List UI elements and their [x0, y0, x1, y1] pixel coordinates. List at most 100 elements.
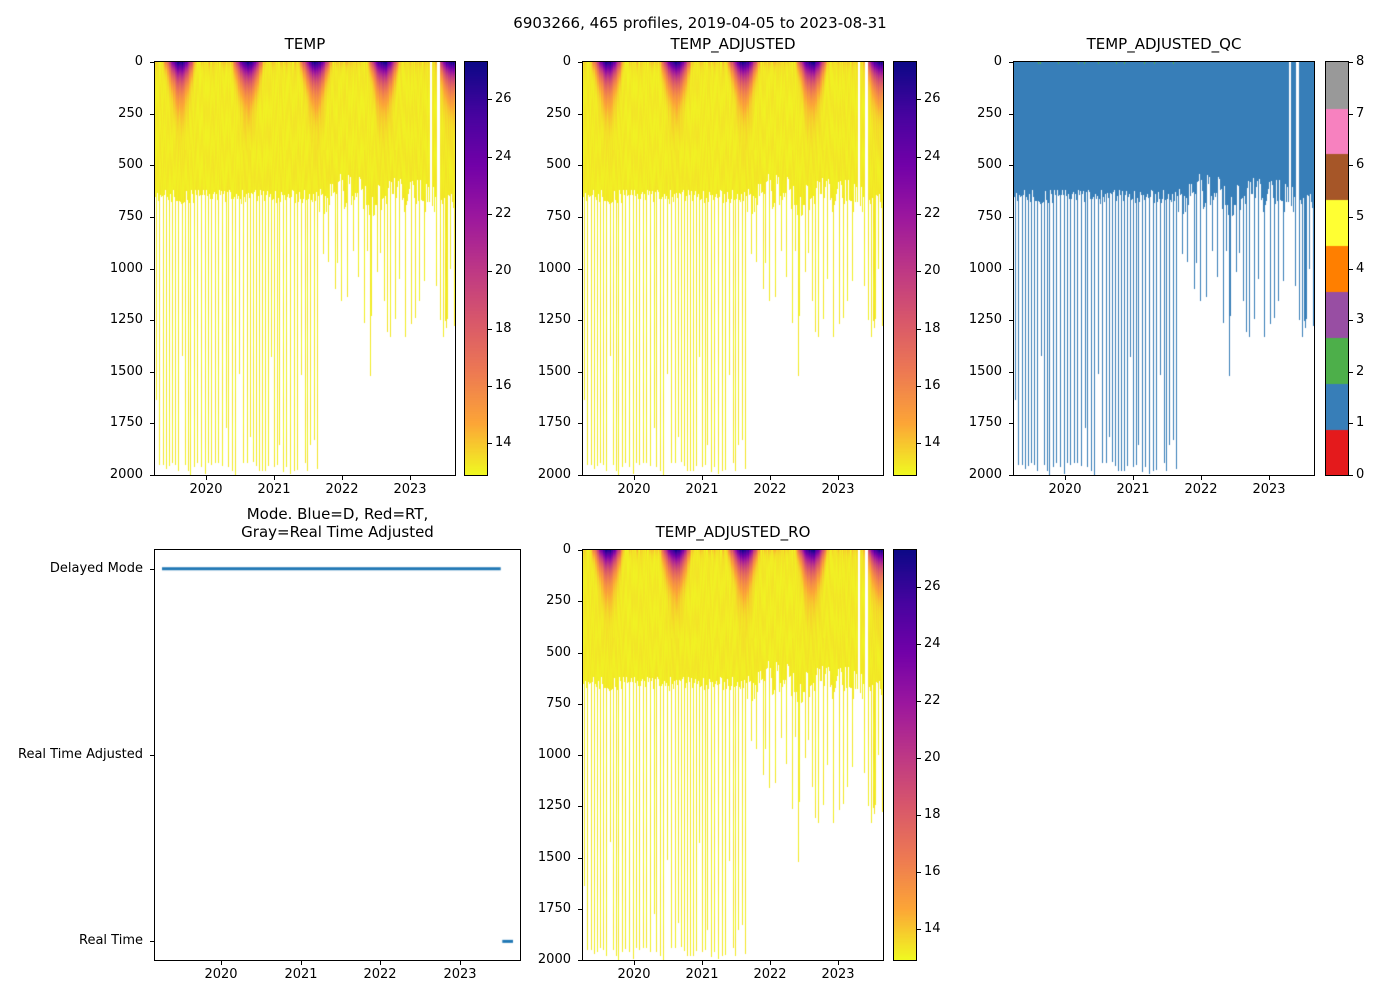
y-tick-label: 500: [546, 157, 571, 172]
tick-mark: [488, 214, 492, 215]
y-tick-label: 2000: [968, 467, 1002, 482]
tick-mark: [578, 653, 582, 654]
y-tick-label: 750: [546, 696, 571, 711]
x-tick-label: 2020: [204, 967, 238, 982]
y-tick-label: 0: [562, 542, 571, 557]
colorbar-tick-label: 24: [924, 636, 941, 651]
tick-mark: [578, 475, 582, 476]
x-tick-label: 2022: [753, 967, 787, 982]
tick-mark: [342, 476, 343, 480]
tick-mark: [578, 704, 582, 705]
y-tick-label: 1750: [109, 415, 143, 430]
tick-mark: [1349, 165, 1353, 166]
x-tick-label: 2023: [1252, 482, 1286, 497]
tick-mark: [578, 423, 582, 424]
tick-mark: [917, 644, 921, 645]
subplot-temp-adjusted-ro-title: TEMP_ADJUSTED_RO: [655, 523, 811, 541]
tick-mark: [1349, 114, 1353, 115]
colorbar-tick-label: 16: [924, 378, 941, 393]
x-tick-label: 2021: [257, 482, 291, 497]
tick-mark: [917, 386, 921, 387]
x-tick-label: 2022: [325, 482, 359, 497]
colorbar-tick-label: 8: [1356, 54, 1365, 69]
qc-colorbar: [1325, 61, 1349, 476]
colorbar-tick-label: 18: [924, 807, 941, 822]
y-tick-label: 1250: [537, 312, 571, 327]
colorbar-tick-label: 1: [1356, 415, 1365, 430]
y-tick-label: 250: [118, 106, 143, 121]
colorbar-tick-label: 14: [924, 921, 941, 936]
tick-mark: [917, 271, 921, 272]
y-tick-label: 1500: [537, 364, 571, 379]
subplot-temp-adjusted-title: TEMP_ADJUSTED: [670, 35, 796, 53]
temp-adjusted-ro-colorbar: [893, 549, 917, 961]
tick-mark: [301, 961, 302, 965]
tick-mark: [917, 872, 921, 873]
y-tick-label: 1250: [968, 312, 1002, 327]
tick-mark: [634, 476, 635, 480]
temp-adjusted-colorbar: [893, 61, 917, 476]
tick-mark: [917, 443, 921, 444]
tick-mark: [1009, 320, 1013, 321]
tick-mark: [206, 476, 207, 480]
temp-heatmap-canvas: [155, 62, 455, 475]
tick-mark: [150, 475, 154, 476]
subplot-mode-title: Mode. Blue=D, Red=RT, Gray=Real Time Adj…: [154, 505, 521, 541]
tick-mark: [917, 701, 921, 702]
mode-title-line2: Gray=Real Time Adjusted: [241, 523, 434, 541]
y-tick-label: 1250: [537, 798, 571, 813]
y-tick-label: 1750: [537, 901, 571, 916]
tick-mark: [1349, 423, 1353, 424]
tick-mark: [150, 217, 154, 218]
temp-adjusted-qc-heatmap-canvas: [1014, 62, 1314, 475]
tick-mark: [150, 114, 154, 115]
y-tick-label: 500: [546, 645, 571, 660]
y-tick-label: 250: [977, 106, 1002, 121]
y-tick-label: 1250: [109, 312, 143, 327]
tick-mark: [917, 758, 921, 759]
y-tick-label: 1000: [109, 261, 143, 276]
tick-mark: [1009, 62, 1013, 63]
tick-mark: [917, 815, 921, 816]
x-tick-label: 2022: [1184, 482, 1218, 497]
tick-mark: [578, 165, 582, 166]
qc-colorbar-canvas: [1326, 62, 1348, 475]
x-tick-label: 2023: [393, 482, 427, 497]
x-tick-label: 2020: [189, 482, 223, 497]
x-tick-label: 2021: [284, 967, 318, 982]
tick-mark: [1349, 372, 1353, 373]
y-tick-label: 750: [118, 209, 143, 224]
x-tick-label: 2022: [363, 967, 397, 982]
colorbar-tick-label: 20: [924, 263, 941, 278]
tick-mark: [150, 755, 154, 756]
tick-mark: [1009, 269, 1013, 270]
temp-colorbar-canvas: [465, 62, 487, 475]
tick-mark: [488, 329, 492, 330]
tick-mark: [578, 550, 582, 551]
temp-adjusted-colorbar-canvas: [894, 62, 916, 475]
tick-mark: [488, 271, 492, 272]
x-tick-label: 2020: [617, 482, 651, 497]
tick-mark: [1269, 476, 1270, 480]
colorbar-tick-label: 24: [495, 149, 512, 164]
y-tick-label: 0: [134, 54, 143, 69]
tick-mark: [917, 587, 921, 588]
x-tick-label: 2023: [443, 967, 477, 982]
tick-mark: [578, 269, 582, 270]
x-tick-label: 2020: [1048, 482, 1082, 497]
tick-mark: [150, 165, 154, 166]
colorbar-tick-label: 4: [1356, 261, 1365, 276]
temp-colorbar: [464, 61, 488, 476]
tick-mark: [150, 269, 154, 270]
tick-mark: [150, 320, 154, 321]
tick-mark: [1009, 423, 1013, 424]
tick-mark: [578, 320, 582, 321]
x-tick-label: 2022: [753, 482, 787, 497]
mode-line-canvas: [155, 550, 520, 960]
tick-mark: [1009, 372, 1013, 373]
tick-mark: [917, 329, 921, 330]
tick-mark: [578, 909, 582, 910]
tick-mark: [838, 961, 839, 965]
subplot-temp-title: TEMP: [284, 35, 326, 53]
y-tick-label: 250: [546, 593, 571, 608]
